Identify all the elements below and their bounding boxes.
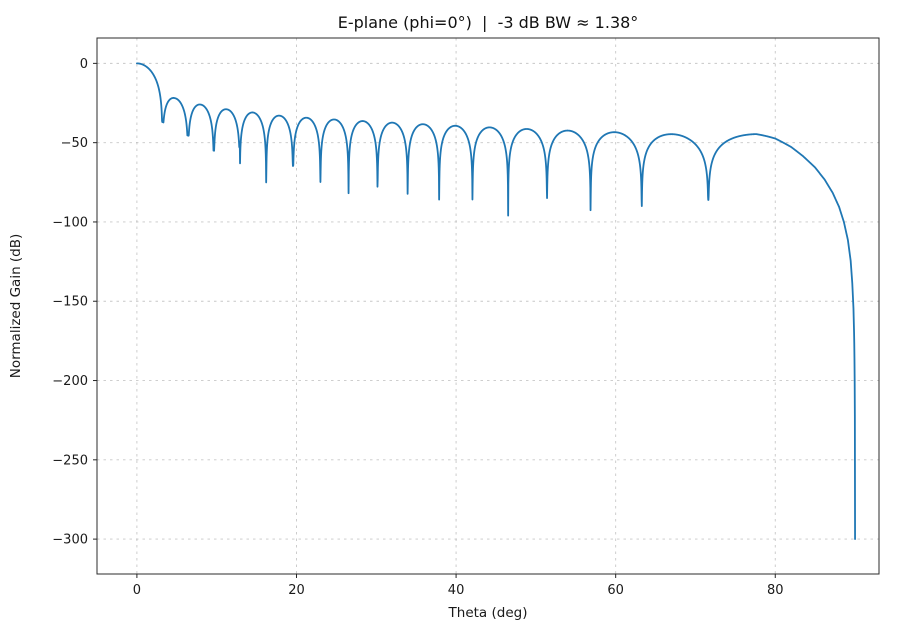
- gridlines: [97, 38, 879, 574]
- y-tick-label: −300: [52, 533, 88, 548]
- y-tick-label: −250: [52, 453, 88, 468]
- axis-ticks: [93, 62, 776, 578]
- x-axis-label: Theta (deg): [448, 605, 528, 621]
- y-tick-label: −50: [61, 136, 88, 151]
- y-tick-label: −150: [52, 295, 88, 310]
- x-tick-label: 40: [448, 583, 465, 598]
- pattern-line: [136, 62, 856, 541]
- y-tick-label: −100: [52, 215, 88, 230]
- x-tick-label: 20: [288, 583, 305, 598]
- chart-title: E-plane (phi=0°) | -3 dB BW ≈ 1.38°: [338, 13, 639, 32]
- y-tick-label: 0: [80, 57, 88, 72]
- axis-tick-labels: 0 20 40 60 80 0 −50 −100 −150 −200 −250 −300: [52, 57, 783, 598]
- y-axis-label: Normalized Gain (dB): [8, 234, 24, 379]
- x-tick-label: 80: [767, 583, 784, 598]
- y-tick-label: −200: [52, 374, 88, 389]
- x-tick-label: 60: [607, 583, 624, 598]
- axes-frame: [96, 37, 880, 575]
- x-tick-label: 0: [133, 583, 141, 598]
